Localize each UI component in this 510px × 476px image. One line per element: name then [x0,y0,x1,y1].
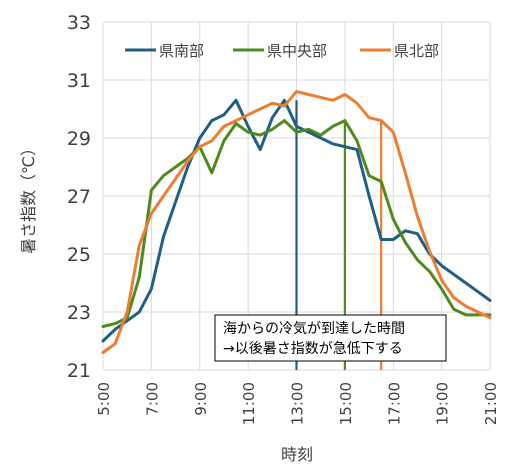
x-tick-label: 17:00 [385,382,403,425]
y-tick-label: 29 [67,128,91,150]
y-tick-label: 25 [67,244,91,266]
series-lines [101,90,492,355]
x-tick-label: 19:00 [434,382,452,425]
legend: 県南部 県中央部 県北部 [125,42,439,60]
legend-item-central: 県中央部 [233,42,327,60]
x-tick-label: 21:00 [482,382,500,425]
y-tick-label: 33 [67,12,91,34]
x-tick-label: 9:00 [192,382,210,416]
x-tick-label: 13:00 [289,382,307,425]
legend-label-south: 県南部 [159,42,204,60]
legend-label-north: 県北部 [394,42,439,60]
x-axis-label: 時刻 [281,445,313,464]
y-tick-label: 27 [67,186,91,208]
legend-item-south: 県南部 [125,42,204,60]
legend-item-north: 県北部 [360,42,439,60]
series-line-0 [101,98,492,343]
annotation-line-1: 海からの冷気が到達した時間 [223,321,405,337]
x-tick-label: 5:00 [95,382,113,416]
x-tick-label: 7:00 [143,382,161,416]
y-tick-label: 31 [67,70,91,92]
y-tick-label: 21 [67,360,91,382]
x-tick-label: 11:00 [240,382,258,425]
series-line-2 [101,90,492,355]
legend-label-central: 県中央部 [267,42,327,60]
annotation-box: 海からの冷気が到達した時間 →以後暑さ指数が急低下する [214,314,447,362]
series-line-1 [101,119,492,328]
annotation-line-2: →以後暑さ指数が急低下する [223,341,403,357]
tick-labels: 21 23 25 27 29 31 33 5:00 7:00 9:00 11:00 13:00 15:0… [67,12,500,425]
y-axis-label: 暑さ指数（℃） [19,140,38,254]
y-tick-label: 23 [67,302,91,324]
x-tick-label: 15:00 [337,382,355,425]
